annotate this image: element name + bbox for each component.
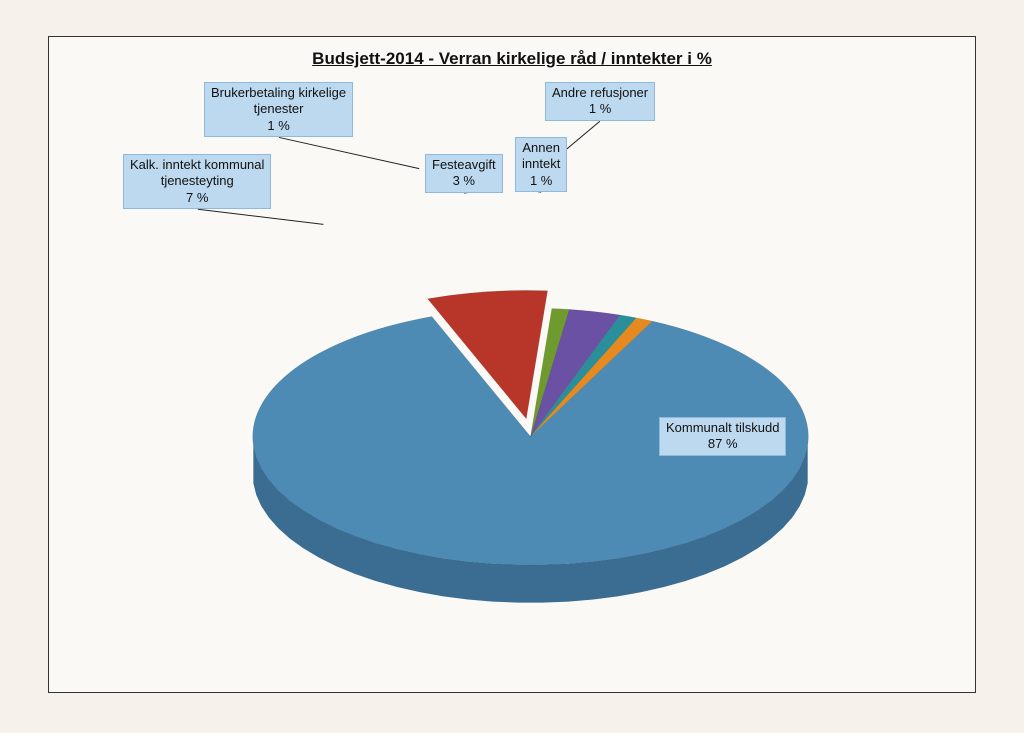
label-text: Kalk. inntekt kommunal xyxy=(130,157,264,172)
pie-chart xyxy=(49,37,975,692)
label-text: Kommunalt tilskudd xyxy=(666,420,779,435)
label-kommunalt-tilskudd: Kommunalt tilskudd 87 % xyxy=(659,417,786,456)
label-brukerbetaling: Brukerbetaling kirkelige tjenester 1 % xyxy=(204,82,353,137)
label-text: 1 % xyxy=(267,118,289,133)
label-andre-refusjoner: Andre refusjoner 1 % xyxy=(545,82,655,121)
label-annen-inntekt: Annen inntekt 1 % xyxy=(515,137,567,192)
label-text: Annen xyxy=(522,140,560,155)
label-text: Brukerbetaling kirkelige xyxy=(211,85,346,100)
label-text: Andre refusjoner xyxy=(552,85,648,100)
chart-frame: Budsjett-2014 - Verran kirkelige råd / i… xyxy=(48,36,976,693)
label-text: 1 % xyxy=(530,173,552,188)
label-kalk-inntekt: Kalk. inntekt kommunal tjenesteyting 7 % xyxy=(123,154,271,209)
label-text: 3 % xyxy=(453,173,475,188)
label-text: tjenesteyting xyxy=(161,173,234,188)
label-text: 87 % xyxy=(708,436,738,451)
label-text: inntekt xyxy=(522,156,560,171)
label-text: 7 % xyxy=(186,190,208,205)
label-text: tjenester xyxy=(254,101,304,116)
label-festeavgift: Festeavgift 3 % xyxy=(425,154,503,193)
label-text: Festeavgift xyxy=(432,157,496,172)
label-text: 1 % xyxy=(589,101,611,116)
